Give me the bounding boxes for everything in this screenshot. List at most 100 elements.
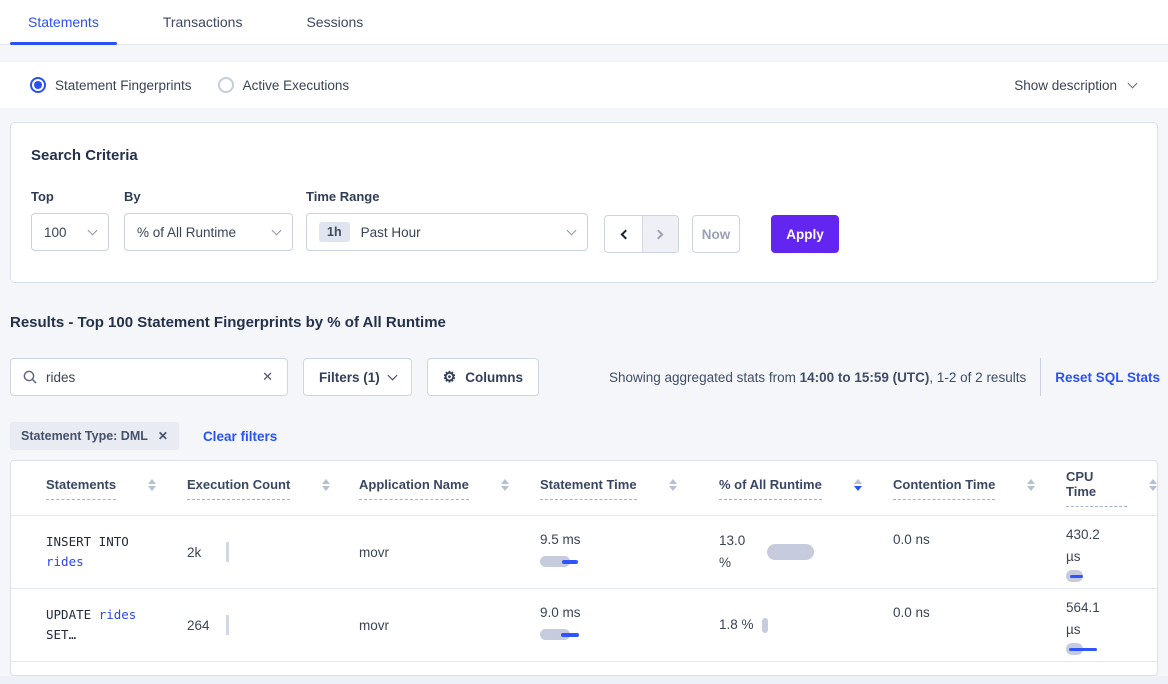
cpu-time-bar	[1066, 570, 1136, 582]
statement-cell: INSERT INTO rides	[46, 534, 129, 569]
view-mode-bar: Statement Fingerprints Active Executions…	[0, 62, 1168, 108]
pct-runtime-cell: 13.0 %	[719, 530, 893, 574]
sort-icons	[1027, 479, 1036, 491]
tab-statements[interactable]: Statements	[28, 14, 99, 30]
application-name-cell: movr	[359, 544, 389, 560]
by-select-value: % of All Runtime	[137, 224, 237, 240]
chevron-down-icon	[387, 370, 398, 380]
statements-table: Statements Execution Count Application N…	[10, 460, 1158, 676]
execution-count-cell: 264	[187, 615, 359, 635]
columns-button[interactable]: ⚙ Columns	[426, 358, 539, 396]
top-tab-bar: Statements Transactions Sessions	[0, 0, 1168, 45]
show-description-toggle[interactable]: Show description	[1014, 77, 1138, 93]
search-criteria-card: Search Criteria Top 100 By % of All Runt…	[10, 122, 1158, 283]
chevron-right-icon	[653, 229, 664, 239]
chevron-down-icon	[87, 225, 98, 235]
search-box: ✕	[10, 358, 288, 396]
showing-stats-text: Showing aggregated stats from 14:00 to 1…	[609, 369, 1027, 385]
top-select-value: 100	[44, 224, 67, 240]
cpu-time-cell: 430.2 µs	[1066, 516, 1157, 588]
results-heading: Results - Top 100 Statement Fingerprints…	[10, 314, 446, 331]
previous-time-button[interactable]	[605, 216, 642, 252]
statement-time-cell: 9.5 ms	[540, 516, 719, 588]
application-name-cell: movr	[359, 617, 389, 633]
filters-button[interactable]: Filters (1)	[303, 358, 412, 396]
sort-icons	[500, 479, 509, 491]
time-range-value: Past Hour	[360, 224, 421, 240]
show-description-label: Show description	[1014, 77, 1117, 93]
filter-chip-label: Statement Type: DML	[21, 429, 148, 443]
time-pager	[604, 215, 679, 253]
results-controls-row: ✕ Filters (1) ⚙ Columns Showing aggregat…	[10, 358, 1160, 396]
view-mode-radio-group: Statement Fingerprints Active Executions	[30, 77, 349, 93]
chevron-down-icon	[271, 225, 282, 235]
pct-runtime-bar	[761, 617, 768, 633]
chevron-left-icon	[620, 229, 631, 239]
column-header-application-name[interactable]: Application Name	[359, 477, 540, 500]
pct-runtime-cell: 1.8 %	[719, 614, 893, 636]
search-input[interactable]	[46, 369, 261, 385]
statement-time-cell: 9.0 ms	[540, 589, 719, 661]
search-criteria-title: Search Criteria	[31, 147, 138, 164]
next-time-button[interactable]	[641, 216, 678, 252]
radio-active-executions[interactable]: Active Executions	[217, 77, 349, 93]
radio-selected-icon	[30, 77, 46, 93]
sort-icons	[853, 479, 862, 491]
tab-transactions[interactable]: Transactions	[162, 14, 243, 30]
table-row[interactable]: UPDATE rides SET… 264 movr 9.0 ms 1.8 % …	[11, 589, 1157, 662]
by-field: By % of All Runtime	[124, 189, 293, 251]
chevron-down-icon	[566, 225, 577, 235]
radio-unselected-icon	[217, 77, 234, 93]
apply-button[interactable]: Apply	[771, 215, 839, 253]
execution-count-bar	[226, 615, 229, 635]
sort-icons	[322, 479, 331, 491]
reset-sql-stats-link[interactable]: Reset SQL Stats	[1055, 369, 1160, 385]
statement-link[interactable]: rides	[98, 607, 137, 622]
clear-filters-link[interactable]: Clear filters	[202, 428, 278, 444]
time-range-badge: 1h	[319, 222, 350, 242]
active-filters-row: Statement Type: DML ✕ Clear filters	[10, 422, 277, 450]
cpu-time-cell: 564.1 µs	[1066, 589, 1157, 661]
tab-sessions[interactable]: Sessions	[306, 14, 364, 30]
sort-icons	[668, 479, 677, 491]
table-row[interactable]: INSERT INTO rides 2k movr 9.5 ms 13.0 % …	[11, 516, 1157, 589]
column-header-contention-time[interactable]: Contention Time	[893, 477, 1066, 500]
statement-link[interactable]: rides	[46, 554, 84, 569]
top-label: Top	[31, 189, 54, 204]
radio-label: Statement Fingerprints	[55, 77, 192, 93]
filter-chip-statement-type[interactable]: Statement Type: DML ✕	[10, 422, 179, 450]
time-range-label: Time Range	[306, 189, 380, 204]
sort-icons	[148, 479, 157, 491]
table-header-row: Statements Execution Count Application N…	[11, 461, 1157, 516]
execution-count-cell: 2k	[187, 542, 359, 562]
chevron-down-icon	[1127, 78, 1138, 88]
search-icon	[23, 370, 37, 384]
remove-filter-icon[interactable]: ✕	[157, 429, 168, 443]
clear-search-icon[interactable]: ✕	[262, 369, 273, 384]
by-select[interactable]: % of All Runtime	[124, 213, 293, 251]
statement-time-bar	[540, 556, 610, 568]
pct-runtime-bar	[767, 544, 814, 560]
column-header-statement-time[interactable]: Statement Time	[540, 477, 719, 500]
column-header-execution-count[interactable]: Execution Count	[187, 477, 359, 500]
statement-cell: UPDATE rides SET…	[46, 607, 137, 642]
filters-label: Filters (1)	[319, 369, 380, 385]
contention-time-cell: 0.0 ns	[893, 532, 930, 547]
gear-icon: ⚙	[442, 368, 457, 386]
column-header-cpu-time[interactable]: CPU Time	[1066, 469, 1157, 507]
top-field: Top 100	[31, 189, 109, 251]
page-bottom-strip	[0, 676, 1168, 684]
by-label: By	[124, 189, 141, 204]
radio-statement-fingerprints[interactable]: Statement Fingerprints	[30, 77, 192, 93]
column-header-pct-all-runtime[interactable]: % of All Runtime	[719, 477, 893, 500]
execution-count-bar	[226, 542, 229, 562]
now-button[interactable]: Now	[692, 215, 740, 253]
statement-time-bar	[540, 629, 610, 641]
active-tab-underline	[10, 42, 117, 45]
contention-time-cell: 0.0 ns	[893, 605, 930, 620]
time-range-select[interactable]: 1h Past Hour	[306, 213, 588, 251]
top-select[interactable]: 100	[31, 213, 109, 251]
column-header-statements[interactable]: Statements	[46, 477, 187, 500]
cpu-time-bar	[1066, 643, 1136, 655]
